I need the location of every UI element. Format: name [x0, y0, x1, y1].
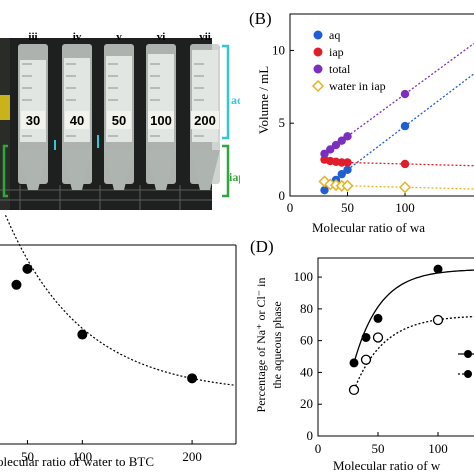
- panel-c-point: [11, 279, 22, 290]
- iap-cone: [146, 150, 176, 190]
- panel-b-chart: (B) Volume / mL Molecular ratio of wa aq…: [249, 9, 474, 235]
- panel-c-trend-line: [4, 214, 237, 386]
- panel-d-point-open: [432, 314, 444, 326]
- panel-d-point-open: [372, 332, 384, 343]
- tube-label-v: v: [116, 31, 122, 43]
- iap-cone: [104, 150, 134, 190]
- panel-b-ylabel: Volume / mL: [256, 66, 271, 134]
- panel-d-legend-marker-open: [464, 370, 472, 378]
- ratio-label-30: 30: [26, 113, 40, 128]
- panel-d-ytick-label: 40: [300, 364, 313, 379]
- ratio-label-40: 40: [70, 113, 84, 128]
- iap-phase-label: iap: [229, 170, 240, 184]
- ratio-label-200: 200: [194, 113, 216, 128]
- panel-d-point-open: [348, 384, 360, 396]
- panel-d-point-open: [360, 354, 372, 365]
- panel-d-xtick-label: 100: [428, 441, 448, 456]
- panel-d-ytick-label: 60: [300, 333, 313, 348]
- panel-c-xlabel: olecular ratio of water to BTC: [0, 454, 154, 469]
- panel-b-xtick-label: 0: [287, 200, 294, 215]
- panel-d-chart: (D) Percentage of Na⁺ or Cl⁻ in the aque…: [250, 237, 474, 473]
- panel-b-point-water-in-iap: [398, 181, 412, 194]
- panel-c-xtick-label: 200: [182, 449, 202, 464]
- panel-d-ytick-label: 20: [300, 396, 313, 411]
- panel-b-xtick-label: 50: [341, 200, 354, 215]
- panel-c-xtick-label: 100: [73, 449, 93, 464]
- panel-d-ylabel-line1: Percentage of Na⁺ or Cl⁻ in: [254, 278, 268, 413]
- iap-bracket: [222, 144, 230, 198]
- panel-b-ytick-label: 5: [279, 115, 286, 130]
- panel-d-ytick-label: 0: [307, 428, 314, 443]
- panel-b-point-total: [320, 149, 329, 158]
- panel-d-fit-open: [353, 315, 474, 391]
- panel-b-point-total: [331, 140, 341, 150]
- aq-bracket: [222, 44, 230, 140]
- panel-b-trend-line: [347, 161, 474, 167]
- panel-b-trend-line: [347, 185, 474, 190]
- tube-label-vi: vi: [157, 31, 166, 43]
- iap-cone: [190, 150, 220, 190]
- iap-bracket-left: [2, 144, 8, 198]
- panel-b-legend: aq iap total water in iap: [311, 28, 386, 93]
- panel-c-point: [22, 263, 33, 274]
- panel-b-legend-label: aq: [329, 28, 340, 42]
- panel-b-point-total: [326, 145, 335, 154]
- panel-c-xtick-label: 50: [21, 449, 34, 464]
- panel-b-point-aq: [400, 121, 410, 131]
- ratio-label-50: 50: [112, 113, 126, 128]
- panel-b-trend-line: [347, 73, 474, 171]
- panel-b-point-water-in-iap: [341, 179, 354, 192]
- ratio-label-100: 100: [150, 113, 172, 128]
- panel-d-point-filled: [373, 313, 383, 323]
- iap-cone: [62, 150, 92, 190]
- panel-d-point-filled: [361, 332, 371, 342]
- panel-d-xtick-label: 50: [372, 441, 385, 456]
- panel-d-xtick-label: 0: [315, 441, 322, 456]
- panel-b-point-aq: [337, 169, 346, 179]
- panel-b-point-total: [343, 132, 352, 141]
- panel-b-point-iap: [337, 158, 346, 167]
- panel-b-legend-marker: [313, 47, 323, 57]
- panel-b-legend-marker: [313, 64, 323, 74]
- panel-d-fit-filled: [353, 269, 474, 364]
- panel-d-xlabel: Molecular ratio of w: [333, 458, 441, 473]
- aq-phase-label: aq: [231, 93, 240, 107]
- panel-c-chart: olecular ratio of water to BTC 50 100 200: [0, 214, 237, 469]
- panel-b-legend-marker: [311, 79, 325, 93]
- panel-b-ytick-label: 0: [279, 188, 286, 203]
- panel-b-xlabel: Molecular ratio of wa: [312, 220, 425, 235]
- panel-b-legend-label: iap: [329, 45, 344, 59]
- panel-d-point-filled: [433, 264, 443, 274]
- panel-d-frame: [317, 257, 474, 437]
- panel-b-frame: [289, 13, 474, 197]
- tube-label-iv: iv: [73, 31, 82, 43]
- tubes-photo: iii iv v vi vii 30 40 50 100 200 aq iap: [0, 0, 240, 210]
- tube-label-vii: vii: [199, 31, 211, 43]
- panel-b-point-aq: [343, 165, 352, 174]
- panel-b-legend-label: total: [329, 62, 351, 76]
- panel-b-legend-marker: [313, 30, 323, 40]
- panel-d-letter: (D): [250, 237, 274, 256]
- panel-d-ytick-label: 80: [300, 301, 313, 316]
- panel-d-ylabel-line2: the aqueous phase: [270, 301, 284, 388]
- panel-b-xtick-label: 100: [395, 200, 415, 215]
- panel-c-point: [187, 373, 198, 384]
- panel-c-point: [77, 329, 88, 340]
- iap-cone: [18, 150, 48, 190]
- panel-b-point-aq: [320, 185, 329, 195]
- panel-b-ytick-label: 10: [272, 42, 285, 57]
- panel-b-point-iap: [400, 159, 410, 169]
- panel-a-photo: iii iv v vi vii 30 40 50 100 200 aq iap: [0, 0, 240, 210]
- panel-b-point-iap: [343, 158, 352, 167]
- panel-b-point-total: [400, 89, 410, 99]
- panel-b-legend-label: water in iap: [329, 79, 386, 93]
- tube-label-iii: iii: [28, 31, 37, 43]
- panel-d-ytick-label: 100: [294, 269, 314, 284]
- panel-d-point-filled: [349, 358, 359, 368]
- panel-b-letter: (B): [249, 9, 272, 28]
- panel-b-point-total: [337, 136, 346, 145]
